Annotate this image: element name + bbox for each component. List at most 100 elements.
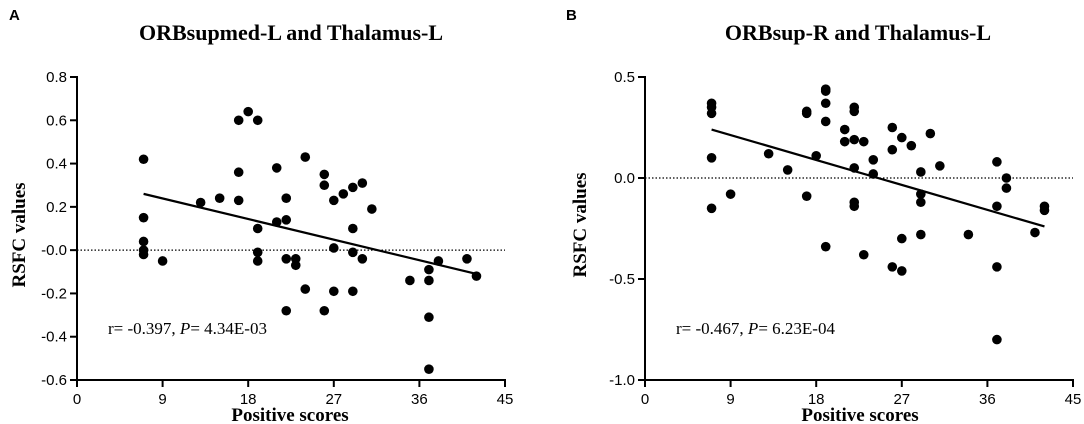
panel-a-points: [138, 106, 482, 374]
panel-b-x-ticks: 0 9 18 27 36 45: [641, 380, 1082, 408]
data-point: [935, 161, 945, 171]
data-point: [195, 197, 206, 208]
panel-a-y-ticks: -0.6 -0.4 -0.2 -0.0 0.2 0.4 0.6 0.8: [41, 69, 77, 389]
data-point: [233, 167, 244, 178]
data-point: [424, 264, 434, 275]
data-point: [1039, 205, 1050, 216]
data-point: [252, 256, 263, 266]
data-point: [138, 236, 149, 247]
panel-b-p-text: = 6.23E-04: [758, 319, 835, 338]
data-point: [281, 305, 292, 316]
data-point: [916, 167, 926, 177]
data-point: [329, 195, 339, 206]
x-tick-label: 9: [726, 391, 734, 408]
panel-b-points: [706, 84, 1050, 345]
y-tick-label: -0.6: [41, 372, 67, 389]
x-tick-label: 0: [73, 391, 81, 408]
y-tick-label: 0.8: [46, 69, 67, 86]
data-point: [357, 253, 368, 264]
data-point: [992, 334, 1002, 345]
y-tick-label: 0.6: [46, 112, 67, 129]
data-point: [1001, 173, 1012, 183]
data-point: [897, 233, 907, 244]
data-point: [1030, 227, 1040, 238]
panel-b-y-ticks: -1.0 -0.5 0.0 0.5: [609, 69, 645, 389]
data-point: [782, 165, 793, 175]
data-point: [157, 256, 168, 266]
data-point: [925, 128, 936, 139]
data-point: [820, 98, 831, 109]
data-point: [300, 284, 311, 294]
x-tick-label: 36: [979, 391, 996, 408]
data-point: [820, 241, 831, 252]
x-tick-label: 18: [808, 391, 825, 408]
panel-a-x-ticks: 0 9 18 27 36 45: [73, 380, 513, 408]
data-point: [252, 115, 263, 126]
data-point: [1001, 183, 1012, 193]
panel-a-letter: A: [9, 7, 20, 24]
data-point: [357, 178, 368, 188]
y-tick-label: -0.0: [41, 242, 67, 259]
y-tick-label: 0.2: [46, 199, 67, 216]
panel-a-correlation-annotation: r= -0.397, P= 4.34E-03: [108, 319, 267, 338]
data-point: [424, 364, 434, 374]
data-point: [820, 116, 831, 127]
data-point: [916, 229, 926, 240]
data-point: [849, 163, 860, 173]
data-point: [271, 163, 282, 173]
data-point: [462, 253, 472, 264]
data-point: [300, 152, 311, 162]
data-point: [348, 182, 358, 193]
data-point: [706, 108, 717, 119]
panel-b-letter: B: [566, 7, 577, 24]
data-point: [348, 223, 358, 234]
data-point: [348, 247, 358, 258]
data-point: [433, 256, 444, 266]
data-point: [992, 201, 1002, 212]
panel-a-r-text: r= -0.397,: [108, 319, 180, 338]
y-tick-label: -0.5: [609, 271, 635, 288]
data-point: [801, 191, 812, 201]
data-point: [138, 212, 149, 223]
y-tick-label: 0.4: [46, 156, 67, 173]
data-point: [319, 180, 330, 191]
data-point: [348, 286, 358, 297]
data-point: [281, 193, 292, 203]
y-tick-label: -1.0: [609, 372, 635, 389]
panel-b-r-text: r= -0.467,: [676, 319, 748, 338]
x-tick-label: 0: [641, 391, 649, 408]
data-point: [992, 157, 1002, 167]
data-point: [338, 189, 349, 199]
panel-a-regression: [143, 192, 477, 276]
panel-b-x-axis-label: Positive scores: [801, 405, 918, 424]
data-point: [281, 215, 292, 225]
data-point: [849, 134, 860, 145]
panel-a-p-text: = 4.34E-03: [190, 319, 267, 338]
data-point: [820, 86, 831, 96]
data-point: [214, 193, 225, 203]
data-point: [471, 271, 482, 281]
data-point: [290, 260, 301, 271]
panel-b-title: ORBsup-R and Thalamus-L: [725, 20, 991, 45]
panel-a-x-axis-label: Positive scores: [231, 405, 348, 424]
y-tick-label: -0.4: [41, 329, 67, 346]
panel-a-axes: [76, 76, 506, 381]
regression-line: [143, 192, 477, 276]
data-point: [839, 136, 850, 147]
data-point: [424, 275, 434, 286]
y-tick-label: -0.2: [41, 285, 67, 302]
x-tick-label: 27: [893, 391, 910, 408]
panel-b-y-axis-label: RSFC values: [570, 172, 591, 277]
data-point: [916, 189, 926, 199]
x-tick-label: 27: [325, 391, 342, 408]
x-tick-label: 45: [1065, 391, 1082, 408]
data-point: [233, 195, 244, 206]
data-point: [887, 262, 898, 272]
data-point: [897, 132, 907, 143]
y-tick-label: 0.5: [614, 69, 635, 86]
data-point: [367, 204, 377, 214]
data-point: [858, 249, 869, 260]
panel-a-y-axis-label: RSFC values: [9, 182, 30, 287]
panel-a-title: ORBsupmed-L and Thalamus-L: [139, 20, 443, 45]
panel-a-p-symbol: P: [179, 319, 190, 338]
